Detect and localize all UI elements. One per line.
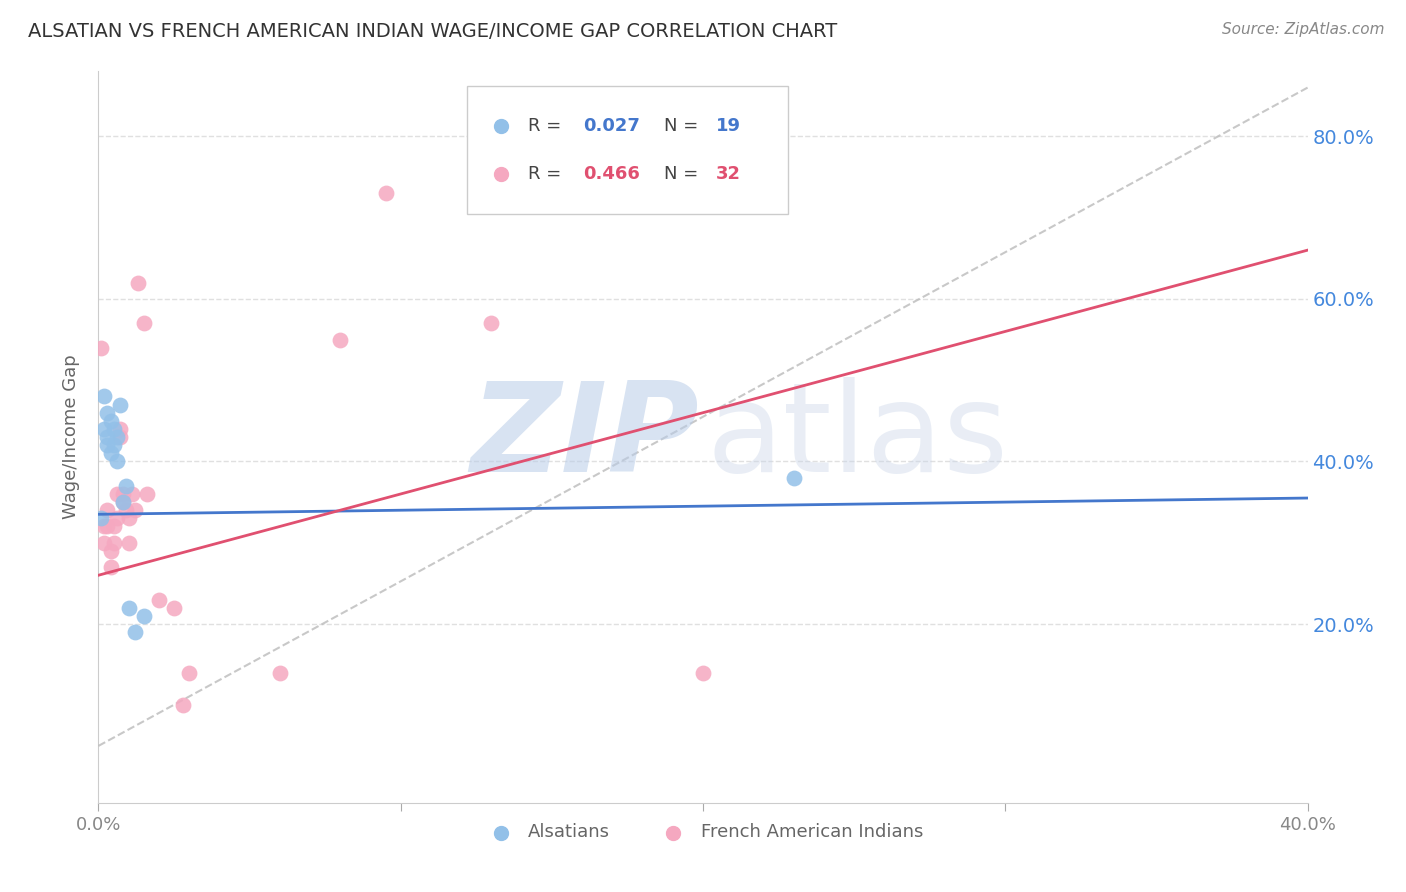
Point — [103, 422, 125, 436]
Point — [93, 535, 115, 549]
Point — [105, 511, 128, 525]
Point — [114, 503, 136, 517]
Point — [114, 479, 136, 493]
Text: ALSATIAN VS FRENCH AMERICAN INDIAN WAGE/INCOME GAP CORRELATION CHART: ALSATIAN VS FRENCH AMERICAN INDIAN WAGE/… — [28, 22, 838, 41]
Point — [90, 511, 112, 525]
Point — [163, 600, 186, 615]
Point — [108, 398, 131, 412]
Text: R =: R = — [527, 165, 567, 183]
Point — [111, 495, 134, 509]
Point — [105, 454, 128, 468]
Point — [93, 389, 115, 403]
Point — [96, 430, 118, 444]
Point — [481, 316, 503, 330]
Y-axis label: Wage/Income Gap: Wage/Income Gap — [62, 355, 80, 519]
Text: N =: N = — [664, 165, 704, 183]
Point — [132, 608, 155, 623]
Point — [105, 430, 128, 444]
Point — [93, 519, 115, 533]
Point — [118, 600, 141, 615]
Text: N =: N = — [664, 117, 704, 136]
Point — [96, 519, 118, 533]
Point — [100, 560, 122, 574]
Point — [100, 544, 122, 558]
Point — [269, 665, 291, 680]
Point — [124, 503, 146, 517]
Point — [118, 535, 141, 549]
Point — [1094, 28, 1116, 42]
Point — [103, 535, 125, 549]
Point — [118, 511, 141, 525]
Point — [172, 698, 194, 713]
Legend: Alsatians, French American Indians: Alsatians, French American Indians — [475, 816, 931, 848]
Point — [105, 487, 128, 501]
Text: 19: 19 — [716, 117, 741, 136]
Text: atlas: atlas — [707, 376, 1008, 498]
Point — [96, 503, 118, 517]
Point — [374, 186, 396, 201]
Point — [121, 487, 143, 501]
Text: R =: R = — [527, 117, 567, 136]
Point — [132, 316, 155, 330]
Point — [783, 471, 806, 485]
Point — [96, 406, 118, 420]
Point — [103, 438, 125, 452]
Point — [108, 430, 131, 444]
Text: Source: ZipAtlas.com: Source: ZipAtlas.com — [1222, 22, 1385, 37]
Point — [179, 665, 201, 680]
Point — [96, 438, 118, 452]
Point — [108, 422, 131, 436]
Point — [100, 414, 122, 428]
Text: 0.466: 0.466 — [583, 165, 640, 183]
Point — [90, 341, 112, 355]
Text: 32: 32 — [716, 165, 741, 183]
Point — [692, 665, 714, 680]
Point — [100, 446, 122, 460]
Point — [103, 519, 125, 533]
Point — [148, 592, 170, 607]
Point — [135, 487, 157, 501]
Point — [93, 422, 115, 436]
Point — [127, 276, 149, 290]
Point — [1094, 80, 1116, 95]
FancyBboxPatch shape — [467, 86, 787, 214]
Text: 0.027: 0.027 — [583, 117, 640, 136]
Point — [124, 625, 146, 640]
Text: ZIP: ZIP — [471, 376, 699, 498]
Point — [111, 495, 134, 509]
Point — [329, 333, 352, 347]
Point — [111, 487, 134, 501]
